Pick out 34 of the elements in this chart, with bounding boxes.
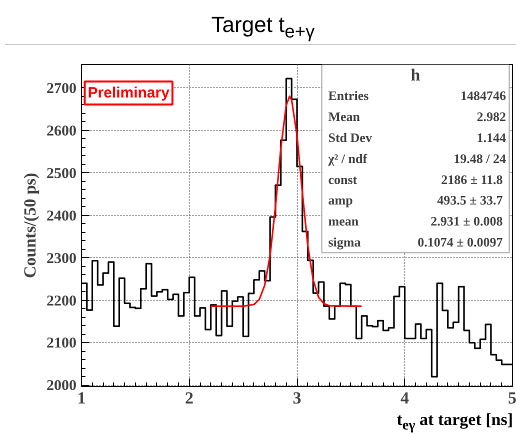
annotation: 2186 ± 11.8 — [441, 172, 504, 187]
annotation: 0.1074 ± 0.0097 — [418, 234, 504, 250]
x-tick-label: 3 — [292, 388, 302, 408]
y-tick-label: 2000 — [46, 378, 76, 394]
annotation: const — [328, 172, 358, 187]
annotation: 1.144 — [476, 130, 507, 145]
annotation: 1484746 — [460, 88, 507, 104]
y-tick-label: 2400 — [46, 208, 76, 224]
y-tick-label: 2600 — [46, 123, 76, 140]
annotation: χ² / ndf — [327, 150, 368, 166]
annotation: Preliminary — [88, 84, 170, 102]
annotation: h — [410, 66, 421, 85]
y-tick-label: 2500 — [46, 166, 76, 182]
x-tick-label: 5 — [508, 388, 516, 408]
y-tick-label: 2700 — [46, 80, 76, 97]
annotation: 493.5 ± 33.7 — [437, 192, 504, 208]
annotation: mean — [328, 214, 360, 229]
annotation: 2.982 — [476, 108, 506, 124]
x-tick-label: 4 — [400, 388, 410, 408]
annotation: sigma — [328, 234, 362, 250]
y-axis-title: Counts/(50 ps) — [20, 172, 40, 278]
annotation: Mean — [328, 108, 361, 124]
annotation: 19.48 / 24 — [454, 150, 507, 166]
y-tick-label: 2100 — [46, 336, 76, 352]
annotation: 2.931 ± 0.008 — [430, 214, 504, 229]
x-tick-label: 1 — [77, 388, 86, 408]
annotation: Entries — [328, 88, 369, 104]
x-axis-title: t$_{eγ}$ at target [ns] — [396, 409, 513, 434]
chart-title: Target t$_{e+γ}$ — [211, 11, 315, 44]
y-tick-label: 2300 — [46, 250, 76, 267]
annotation: amp — [328, 192, 353, 208]
annotation: Std Dev — [328, 130, 372, 145]
y-tick-label: 2200 — [46, 293, 76, 310]
x-tick-label: 2 — [185, 388, 194, 408]
